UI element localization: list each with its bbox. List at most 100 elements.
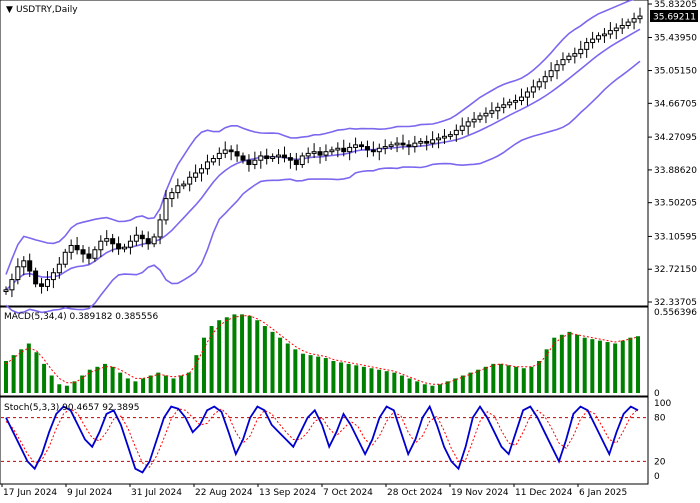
macd-bar — [224, 317, 229, 393]
candle-body — [578, 48, 584, 55]
candle-body — [122, 246, 128, 250]
candle-body — [222, 149, 228, 154]
macd-bar — [57, 384, 62, 393]
stoch-label: Stoch(5,3,3) 90.4657 92.3895 — [4, 403, 139, 413]
candle-body — [554, 64, 560, 72]
candle-body — [210, 158, 216, 163]
candle-body — [607, 30, 613, 35]
candle-body — [151, 236, 157, 245]
macd-bar — [300, 353, 305, 393]
candle-body — [80, 249, 86, 255]
bollinger-middle-line — [5, 28, 641, 291]
macd-tick-label: 0 — [654, 389, 660, 399]
macd-bar — [72, 381, 77, 393]
candle-body — [305, 152, 311, 157]
candle-body — [62, 251, 68, 265]
candle-body — [572, 53, 578, 57]
macd-bar — [559, 334, 564, 393]
candle-body — [276, 154, 282, 158]
candle-body — [430, 139, 436, 144]
candle-body — [388, 144, 394, 148]
macd-bar — [186, 372, 191, 393]
candle-body — [193, 172, 199, 178]
candle-body — [631, 18, 637, 23]
price-tick-label: 33.50205 — [654, 199, 697, 209]
candle-body — [163, 198, 169, 221]
candle-body — [216, 152, 222, 160]
macd-signal-line — [5, 315, 639, 385]
macd-bar — [361, 366, 366, 393]
candle-body — [465, 121, 471, 127]
candle-body — [27, 260, 33, 272]
macd-bar — [590, 339, 595, 393]
candle-body — [68, 244, 74, 253]
macd-bar — [285, 343, 290, 393]
candle-body — [613, 27, 619, 32]
candle-body — [258, 155, 264, 161]
macd-bar — [87, 369, 92, 393]
macd-bar — [316, 356, 321, 393]
candle-body — [566, 55, 572, 61]
candle-body — [453, 129, 459, 136]
candle-body — [507, 101, 513, 106]
candle-body — [157, 219, 163, 238]
candle-body — [110, 238, 116, 245]
macd-bar — [278, 337, 283, 393]
macd-bar — [26, 343, 31, 393]
price-tick-label: 35.83205 — [654, 0, 697, 10]
candle-body — [370, 149, 376, 153]
candle-body — [317, 151, 323, 156]
candle-body — [560, 59, 566, 66]
candle-body — [601, 33, 607, 37]
price-series — [3, 0, 643, 314]
candle-body — [524, 91, 530, 98]
date-tick-label: 7 Oct 2024 — [323, 488, 373, 498]
price-tick-label: 34.27095 — [654, 133, 697, 143]
candle-body — [590, 38, 596, 44]
macd-bar — [102, 363, 107, 393]
candle-body — [412, 142, 418, 148]
chart-menu-icon[interactable]: ▼ — [6, 5, 13, 15]
macd-bar — [293, 349, 298, 393]
bollinger-lower-line — [5, 60, 641, 314]
candle-body — [127, 240, 133, 248]
candle-body — [501, 104, 507, 108]
chart-title: USDTRY,Daily — [16, 5, 78, 15]
candle-body — [359, 144, 365, 148]
candle-body — [625, 21, 631, 26]
candle-body — [175, 185, 181, 194]
macd-bar — [613, 343, 618, 393]
macd-bar — [34, 352, 39, 393]
candle-body — [246, 159, 252, 165]
macd-bar — [597, 340, 602, 393]
candle-body — [619, 24, 625, 29]
macd-bar — [377, 369, 382, 393]
candle-body — [293, 159, 299, 165]
candle-body — [234, 151, 240, 157]
stoch-signal-line — [5, 408, 639, 468]
macd-bar — [4, 360, 8, 393]
macd-bar — [468, 372, 473, 393]
macd-tick-label: 0.556396 — [654, 308, 697, 318]
candle-body — [347, 146, 353, 153]
macd-bar — [506, 365, 511, 393]
macd-bar — [453, 378, 458, 393]
candle-body — [50, 272, 56, 281]
macd-pane-frame — [0, 306, 649, 397]
candle-body — [139, 234, 145, 240]
macd-bar — [308, 355, 313, 393]
macd-bar — [544, 349, 549, 393]
candle-body — [281, 154, 287, 159]
macd-bar — [605, 342, 610, 393]
candle-body — [199, 168, 205, 174]
macd-bar — [422, 384, 427, 393]
macd-bar — [163, 375, 168, 393]
macd-bar — [64, 385, 69, 393]
candle-body — [329, 149, 335, 153]
candle-body — [353, 144, 359, 148]
macd-bar — [118, 372, 123, 393]
macd-bar — [415, 381, 420, 393]
macd-bar — [339, 362, 344, 393]
